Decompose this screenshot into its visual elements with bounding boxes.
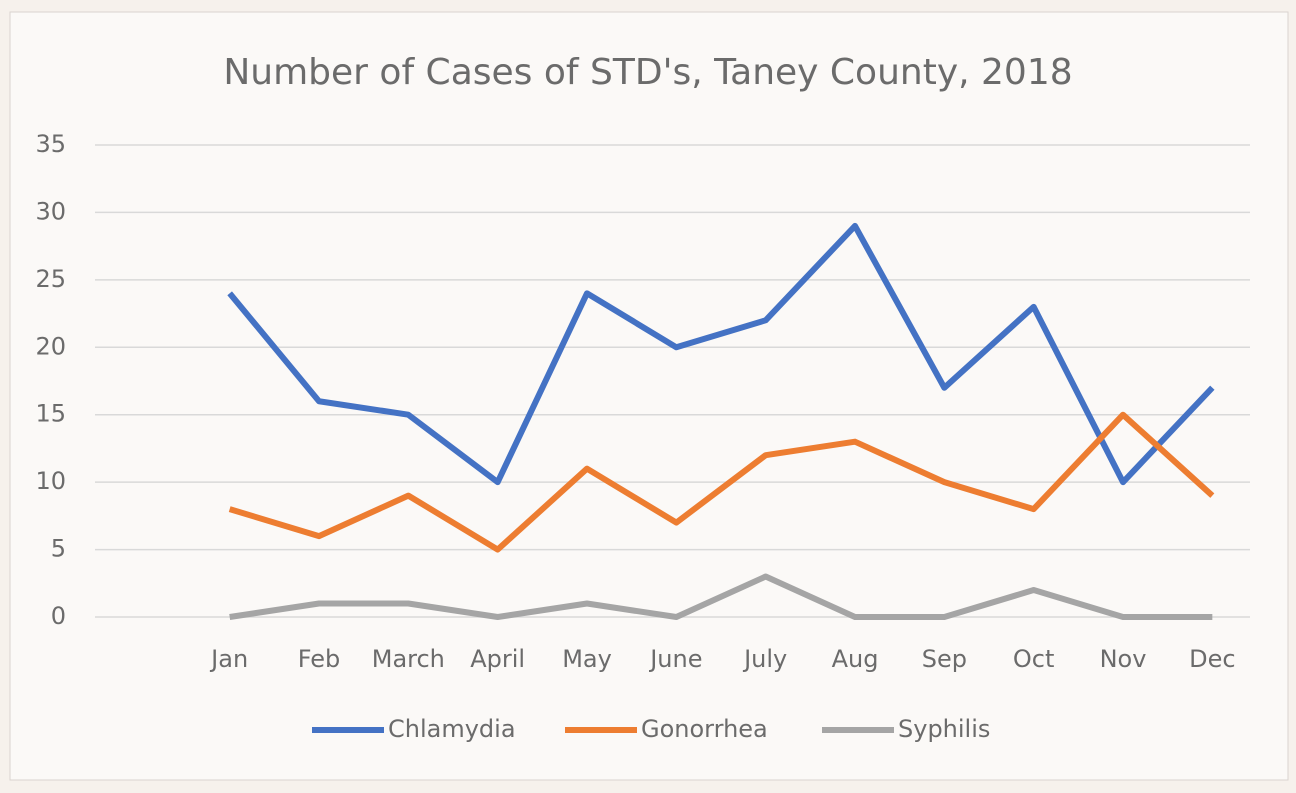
x-tick-label: Feb bbox=[298, 645, 341, 673]
x-tick-label: Nov bbox=[1100, 645, 1147, 673]
chart-area bbox=[9, 11, 1289, 781]
x-tick-label: April bbox=[470, 645, 525, 673]
y-tick-label: 30 bbox=[35, 197, 66, 225]
y-tick-label: 20 bbox=[35, 332, 66, 360]
x-tick-label: July bbox=[742, 645, 787, 673]
legend-label: Syphilis bbox=[898, 715, 990, 743]
chart-title: Number of Cases of STD's, Taney County, … bbox=[223, 52, 1072, 93]
legend-label: Gonorrhea bbox=[641, 715, 768, 743]
data-line bbox=[228, 411, 1215, 553]
y-tick-label: 5 bbox=[51, 535, 66, 563]
x-tick-label: Jan bbox=[209, 645, 248, 673]
y-tick-label: 0 bbox=[51, 602, 66, 630]
y-tick-label: 35 bbox=[35, 130, 66, 158]
x-tick-label: May bbox=[562, 645, 612, 673]
y-tick-label: 25 bbox=[35, 265, 66, 293]
y-tick-label: 10 bbox=[35, 467, 66, 495]
data-line bbox=[229, 573, 1213, 620]
x-tick-label: Dec bbox=[1189, 645, 1235, 673]
x-tick-label: Sep bbox=[922, 645, 967, 673]
x-tick-label: June bbox=[648, 645, 702, 673]
data-line bbox=[227, 222, 1215, 486]
x-tick-label: Aug bbox=[832, 645, 879, 673]
x-tick-label: Oct bbox=[1013, 645, 1055, 673]
x-tick-label: March bbox=[372, 645, 445, 673]
legend-label: Chlamydia bbox=[388, 715, 516, 743]
y-tick-label: 15 bbox=[35, 400, 66, 428]
